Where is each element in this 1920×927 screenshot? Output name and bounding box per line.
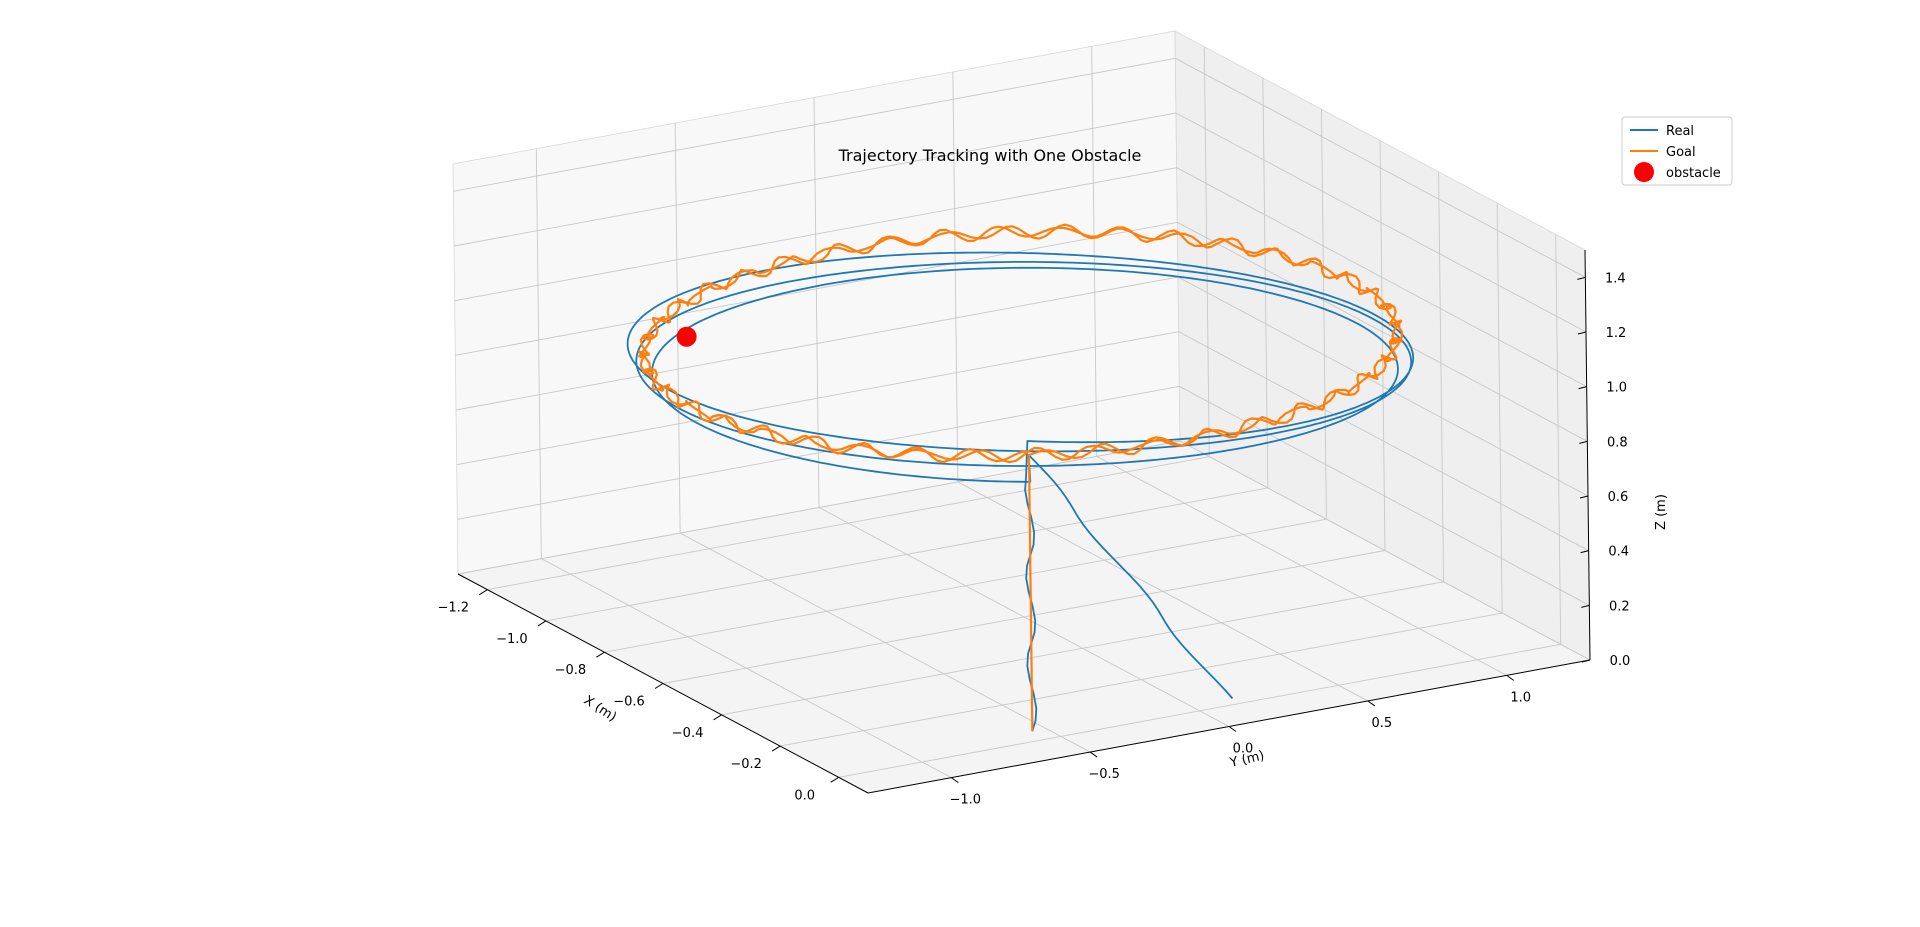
x-tick-label: 0.0 [794,788,815,803]
x-tick [830,776,839,783]
x-tick [537,620,547,627]
z-tick [1577,276,1586,280]
grid-y-back [813,97,820,508]
legend-label-real: Real [1666,124,1694,139]
y-tick [1228,726,1237,732]
z-tick-label: 0.2 [1609,599,1630,614]
x-tick [713,714,722,721]
z-tick-label: 1.2 [1606,326,1627,341]
grid-x-side [1203,46,1210,457]
grid-y-floor [541,558,952,779]
legend-swatch-obstacle [1634,162,1654,182]
z-tick [1581,604,1590,608]
x-tick [596,651,605,658]
grid-z-back [455,221,1178,356]
z-tick-label: 0.6 [1608,490,1629,505]
grid-z-back [453,112,1177,247]
grid-x-side [1555,234,1562,645]
grid-x-side [1496,203,1503,614]
y-tick [951,777,959,784]
tick-labels: −1.2 −1.0 −0.8 −0.6 −0.4 −0.2 0.0 −1.0 −0.5 0.0 0.… [437,271,1630,807]
series-layer [626,223,1415,732]
grid-lines [453,46,1591,779]
z-tick [1580,550,1589,554]
series-line-real [626,251,1415,732]
obstacle-marker [676,326,697,347]
x-tick-label: −0.4 [672,726,704,741]
grid-z-side [1175,57,1586,278]
grid-y-floor [818,507,1230,727]
grid-y-back [535,148,542,559]
x-tick-label: −1.2 [437,601,469,616]
legend-label-obstacle: obstacle [1666,166,1721,181]
z-axis-line [1584,249,1591,661]
x-tick [479,589,488,596]
z-tick-label: 0.4 [1608,545,1629,560]
grid-z-back [457,440,1181,575]
z-tick-label: 0.0 [1610,654,1631,669]
grid-z-side [1177,221,1588,442]
z-tick [1579,440,1588,444]
obstacle-layer [676,326,697,347]
grid-y-floor [679,532,1091,753]
z-axis-label: Z (m) [1654,494,1669,530]
grid-z-side [1177,276,1589,497]
tick-marks [479,276,1591,784]
grid-x-side [1438,171,1445,582]
y-tick-label: −1.0 [950,793,982,808]
grid-y-back [1091,46,1098,457]
y-tick-label: 1.0 [1510,690,1531,705]
z-tick-label: 1.4 [1605,271,1626,286]
x-tick-label: −0.2 [730,757,762,772]
grid-y-back [674,123,681,534]
x-tick [654,683,664,689]
grid-z-back [453,57,1176,192]
grid-x-side [1379,140,1386,551]
grid-z-side [1179,440,1591,661]
grid-z-side [1178,331,1589,552]
legend: Real Goal obstacle [1621,116,1733,186]
grid-z-side [1175,112,1587,333]
grid-z-back [456,331,1179,466]
z-tick [1577,331,1587,335]
y-tick-label: 0.0 [1233,742,1254,757]
z-tick-label: 1.0 [1606,381,1627,396]
z-tick [1578,386,1587,390]
grid-z-side [1176,167,1587,388]
grid-y-floor [1096,455,1507,676]
grid-z-back [454,167,1177,302]
chart-title: Trajectory Tracking with One Obstacle [838,146,1142,165]
x-tick-label: −1.0 [496,632,528,647]
z-tick-label: 0.8 [1607,435,1628,450]
y-tick [1506,674,1514,681]
x-tick-label: −0.6 [613,695,645,710]
y-tick-label: −0.5 [1088,767,1120,782]
z-tick [1579,495,1589,499]
legend-label-goal: Goal [1666,145,1696,160]
grid-z-back [455,276,1179,411]
grid-z-side [1179,385,1590,606]
x-tick-label: −0.8 [555,663,587,678]
grid-y-floor [957,481,1369,702]
x-tick [771,745,781,752]
y-tick [1367,700,1376,707]
series-line-goal [637,223,1404,732]
grid-x-side [1320,109,1327,520]
y-tick-label: 0.5 [1372,716,1393,731]
grid-z-back [457,385,1180,520]
z-tick [1581,659,1591,663]
grid-y-back [952,71,959,482]
y-tick [1089,751,1098,758]
